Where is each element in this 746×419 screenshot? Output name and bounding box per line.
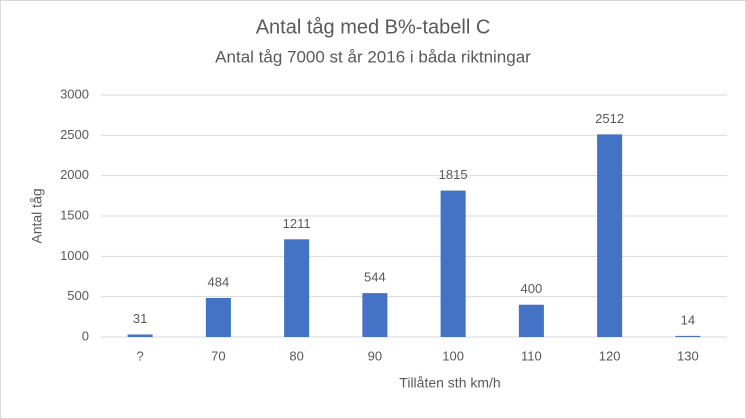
data-label: 31 (133, 311, 147, 326)
y-tick-label: 0 (82, 328, 89, 343)
y-tick-label: 1500 (60, 207, 89, 222)
y-tick-label: 500 (67, 288, 89, 303)
bar (518, 304, 544, 337)
data-label: 2512 (595, 111, 624, 126)
x-tick-label: 130 (677, 348, 699, 363)
y-tick-label: 2500 (60, 127, 89, 142)
data-label: 400 (521, 281, 543, 296)
data-label: 1211 (283, 216, 311, 231)
y-tick-label: 2000 (60, 167, 89, 182)
x-tick-label: 120 (599, 348, 621, 363)
bar (205, 297, 231, 337)
x-tick-label: ? (137, 348, 144, 363)
chart-title: Antal tåg med B%-tabell C (256, 16, 491, 38)
x-axis-title: Tillåten sth km/h (399, 375, 500, 391)
chart-subtitle: Antal tåg 7000 st år 2016 i båda riktnin… (215, 47, 531, 66)
x-tick-label: 90 (368, 348, 382, 363)
y-axis-title: Antal tåg (29, 188, 45, 243)
bar (597, 134, 623, 337)
data-label: 1815 (439, 167, 468, 182)
y-tick-label: 3000 (60, 86, 89, 101)
data-label: 544 (364, 270, 386, 285)
bar (675, 335, 701, 337)
bar (127, 334, 153, 337)
y-tick-label: 1000 (60, 248, 89, 263)
x-tick-label: 70 (211, 348, 225, 363)
bar (362, 293, 388, 337)
x-tick-label: 100 (442, 348, 464, 363)
data-label: 484 (208, 274, 230, 289)
bar (440, 190, 466, 337)
bar (284, 239, 310, 337)
data-label: 14 (681, 312, 695, 327)
x-tick-label: 110 (521, 348, 542, 363)
x-tick-label: 80 (289, 348, 303, 363)
